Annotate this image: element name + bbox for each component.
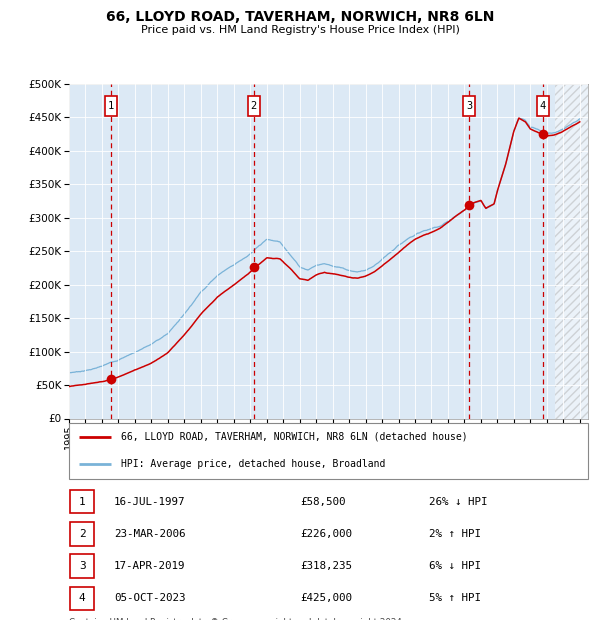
FancyBboxPatch shape	[70, 522, 94, 546]
Text: 66, LLOYD ROAD, TAVERHAM, NORWICH, NR8 6LN (detached house): 66, LLOYD ROAD, TAVERHAM, NORWICH, NR8 6…	[121, 432, 467, 442]
Bar	[555, 84, 588, 418]
Text: £226,000: £226,000	[300, 529, 352, 539]
Text: 6% ↓ HPI: 6% ↓ HPI	[429, 561, 481, 571]
Text: £318,235: £318,235	[300, 561, 352, 571]
FancyBboxPatch shape	[248, 95, 260, 116]
Text: 2% ↑ HPI: 2% ↑ HPI	[429, 529, 481, 539]
Text: 3: 3	[79, 561, 86, 571]
Text: 16-JUL-1997: 16-JUL-1997	[114, 497, 185, 507]
FancyBboxPatch shape	[69, 423, 588, 479]
Text: 1: 1	[108, 101, 114, 111]
Text: Contains HM Land Registry data © Crown copyright and database right 2024.: Contains HM Land Registry data © Crown c…	[69, 618, 404, 620]
Text: HPI: Average price, detached house, Broadland: HPI: Average price, detached house, Broa…	[121, 459, 385, 469]
Text: 2: 2	[79, 529, 86, 539]
FancyBboxPatch shape	[70, 554, 94, 578]
FancyBboxPatch shape	[70, 587, 94, 610]
Text: 26% ↓ HPI: 26% ↓ HPI	[429, 497, 487, 507]
Text: Price paid vs. HM Land Registry's House Price Index (HPI): Price paid vs. HM Land Registry's House …	[140, 25, 460, 35]
Text: 66, LLOYD ROAD, TAVERHAM, NORWICH, NR8 6LN: 66, LLOYD ROAD, TAVERHAM, NORWICH, NR8 6…	[106, 11, 494, 24]
Text: 17-APR-2019: 17-APR-2019	[114, 561, 185, 571]
Text: 05-OCT-2023: 05-OCT-2023	[114, 593, 185, 603]
Text: 4: 4	[539, 101, 546, 111]
Text: 3: 3	[466, 101, 472, 111]
Text: 23-MAR-2006: 23-MAR-2006	[114, 529, 185, 539]
Text: 2: 2	[251, 101, 257, 111]
Text: £58,500: £58,500	[300, 497, 346, 507]
FancyBboxPatch shape	[536, 95, 549, 116]
Text: 1: 1	[79, 497, 86, 507]
FancyBboxPatch shape	[463, 95, 475, 116]
Text: 5% ↑ HPI: 5% ↑ HPI	[429, 593, 481, 603]
Text: £425,000: £425,000	[300, 593, 352, 603]
FancyBboxPatch shape	[104, 95, 117, 116]
Text: 4: 4	[79, 593, 86, 603]
FancyBboxPatch shape	[70, 490, 94, 513]
